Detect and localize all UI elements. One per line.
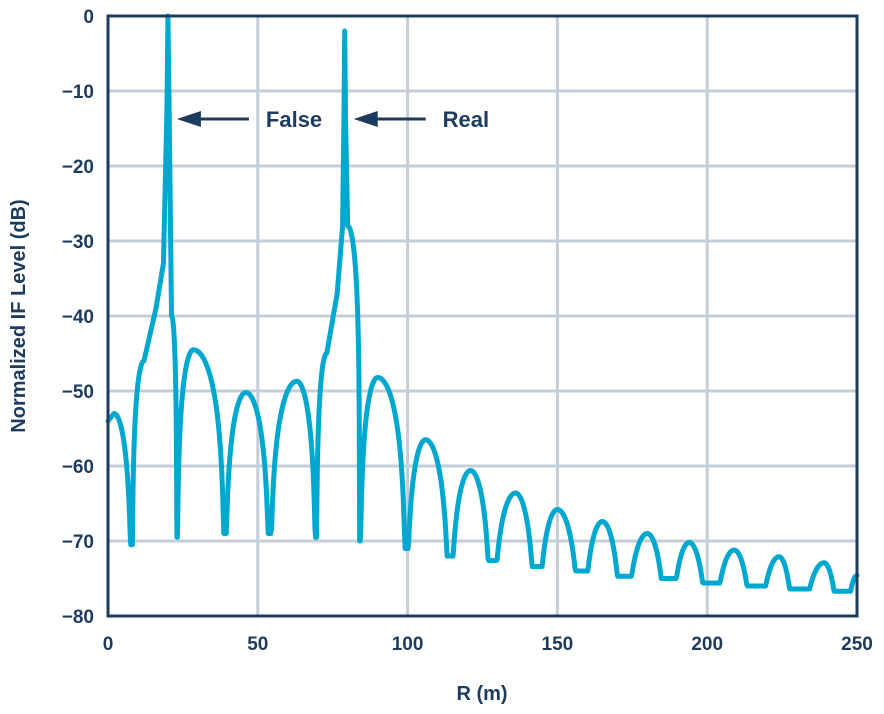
x-axis-label: R (m) [456, 683, 507, 705]
y-tick-label: −10 [62, 82, 94, 103]
annotation-label: False [266, 107, 322, 132]
series-line [105, 13, 860, 594]
annotation-label: Real [443, 107, 489, 132]
y-tick-label: −40 [62, 307, 94, 328]
annotation-arrow-head [353, 111, 378, 127]
series [105, 13, 860, 594]
y-tick-label: 0 [83, 7, 94, 28]
y-tick-label: −70 [62, 532, 94, 553]
x-tick-labels: 0 50 100 150 200 250 [103, 634, 873, 655]
x-tick-label: 150 [542, 634, 574, 655]
annotations: False Real [176, 107, 489, 132]
y-tick-label: −80 [62, 607, 94, 628]
x-tick-label: 100 [392, 634, 424, 655]
grid [106, 14, 859, 618]
y-tick-label: −20 [62, 157, 94, 178]
y-tick-labels: 0 −10 −20 −30 −40 −50 −60 −70 −80 [62, 7, 94, 628]
x-tick-label: 250 [841, 634, 873, 655]
annotation-arrow-head [176, 111, 201, 127]
y-tick-label: −50 [62, 382, 94, 403]
plot-frame [106, 14, 859, 618]
y-axis-label: Normalized IF Level (dB) [8, 199, 30, 432]
x-tick-label: 50 [247, 634, 268, 655]
y-tick-label: −60 [62, 457, 94, 478]
x-tick-label: 0 [103, 634, 114, 655]
x-tick-label: 200 [691, 634, 723, 655]
y-tick-label: −30 [62, 232, 94, 253]
